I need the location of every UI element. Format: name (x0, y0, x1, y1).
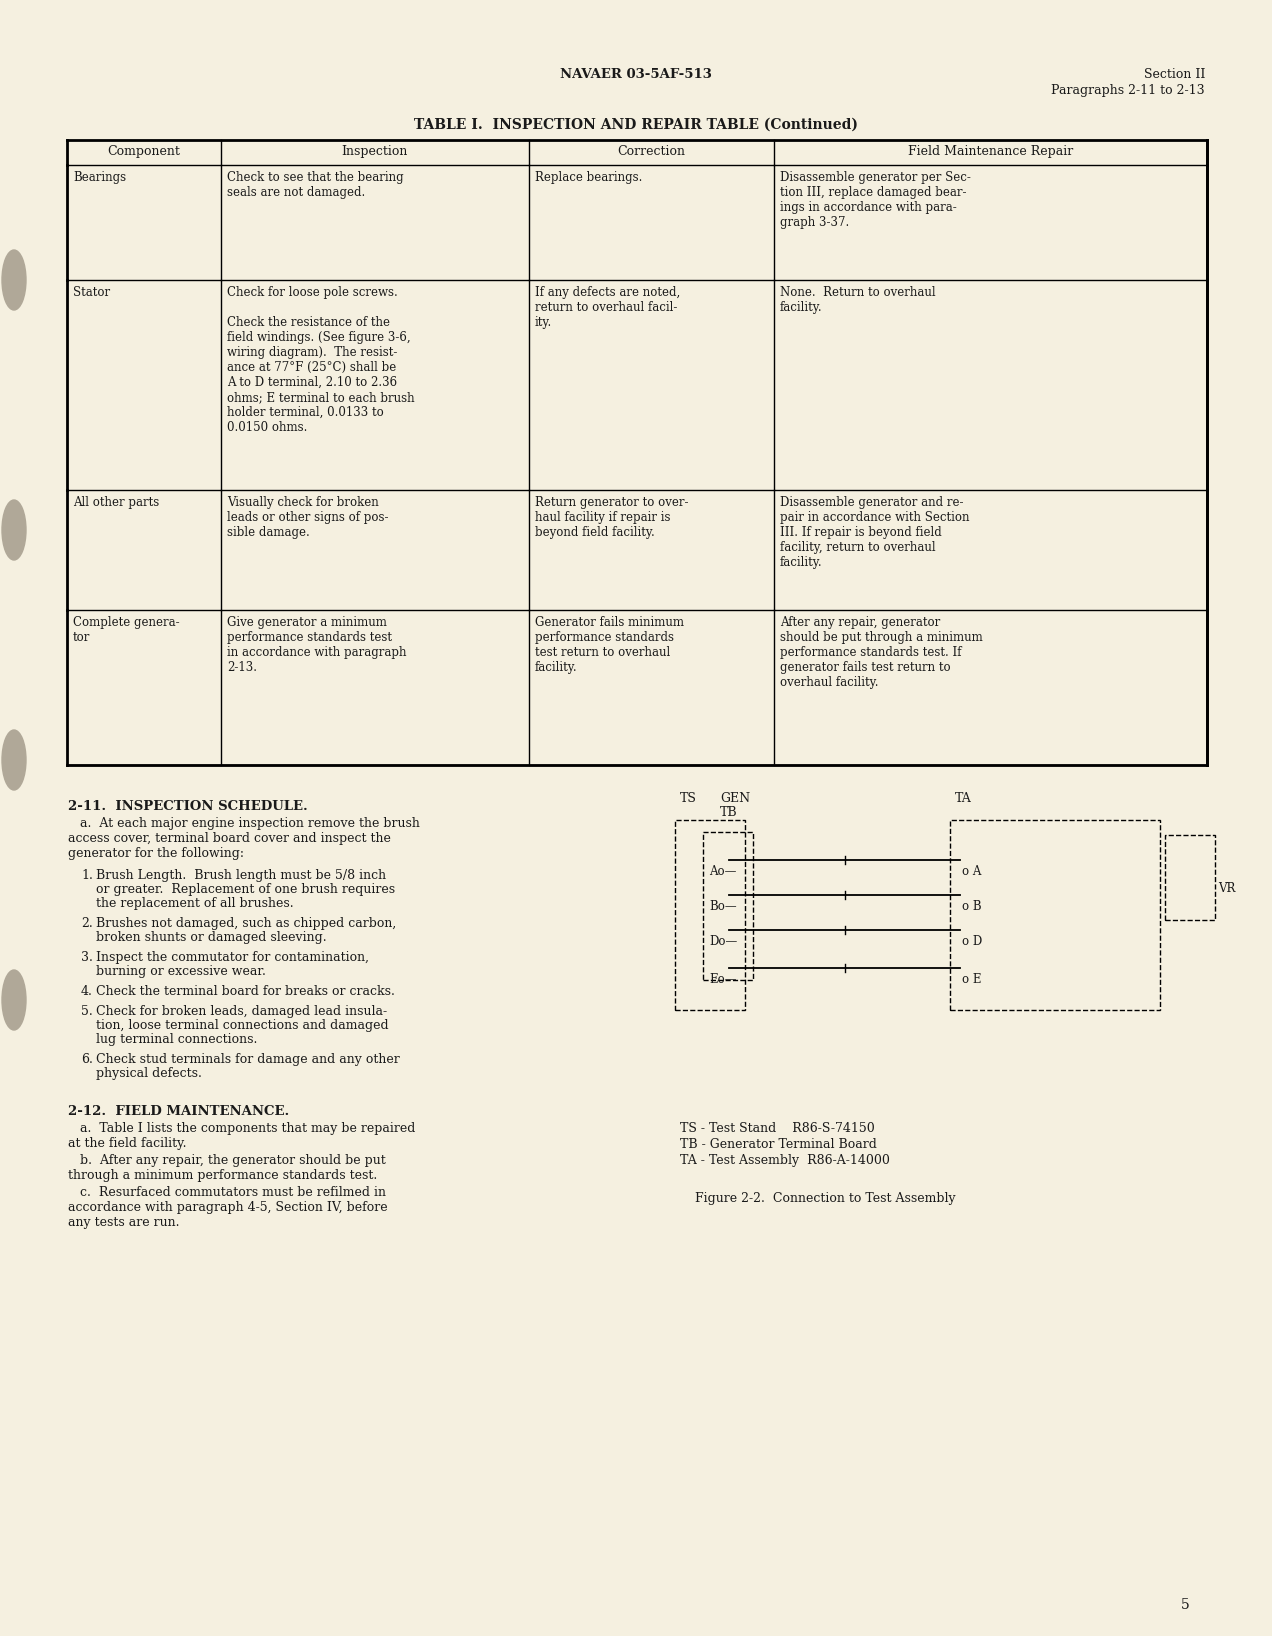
Text: a.  At each major engine inspection remove the brush
access cover, terminal boar: a. At each major engine inspection remov… (67, 816, 420, 861)
Text: 3.: 3. (81, 951, 93, 964)
Text: or greater.  Replacement of one brush requires: or greater. Replacement of one brush req… (95, 883, 396, 897)
Text: 2.: 2. (81, 918, 93, 929)
Text: NAVAER 03-5AF-513: NAVAER 03-5AF-513 (560, 69, 712, 82)
Text: Give generator a minimum
performance standards test
in accordance with paragraph: Give generator a minimum performance sta… (226, 617, 406, 674)
Ellipse shape (3, 730, 25, 790)
Text: Check for broken leads, damaged lead insula-: Check for broken leads, damaged lead ins… (95, 1005, 387, 1018)
Text: Brushes not damaged, such as chipped carbon,: Brushes not damaged, such as chipped car… (95, 918, 397, 929)
Text: physical defects.: physical defects. (95, 1067, 202, 1080)
Text: o A: o A (962, 865, 982, 879)
Text: Complete genera-
tor: Complete genera- tor (73, 617, 179, 645)
Text: tion, loose terminal connections and damaged: tion, loose terminal connections and dam… (95, 1019, 389, 1032)
Text: o D: o D (962, 936, 982, 947)
Text: Replace bearings.: Replace bearings. (534, 172, 642, 183)
Text: Brush Length.  Brush length must be 5/8 inch: Brush Length. Brush length must be 5/8 i… (95, 869, 387, 882)
Text: Figure 2-2.  Connection to Test Assembly: Figure 2-2. Connection to Test Assembly (695, 1193, 955, 1206)
Text: GEN: GEN (720, 792, 750, 805)
Text: TA: TA (955, 792, 972, 805)
Text: Component: Component (108, 146, 181, 159)
Text: a.  Table I lists the components that may be repaired
at the field facility.: a. Table I lists the components that may… (67, 1122, 416, 1150)
Text: Correction: Correction (617, 146, 686, 159)
Text: Inspection: Inspection (342, 146, 408, 159)
Text: Eo—: Eo— (709, 973, 736, 987)
Text: Disassemble generator and re-
pair in accordance with Section
III. If repair is : Disassemble generator and re- pair in ac… (780, 496, 969, 569)
Text: Paragraphs 2-11 to 2-13: Paragraphs 2-11 to 2-13 (1052, 83, 1205, 97)
Text: Check the terminal board for breaks or cracks.: Check the terminal board for breaks or c… (95, 985, 394, 998)
Text: c.  Resurfaced commutators must be refilmed in
accordance with paragraph 4-5, Se: c. Resurfaced commutators must be refilm… (67, 1186, 388, 1229)
Text: the replacement of all brushes.: the replacement of all brushes. (95, 897, 294, 910)
Text: Stator: Stator (73, 286, 111, 299)
Text: 5.: 5. (81, 1005, 93, 1018)
Text: TB: TB (720, 807, 738, 820)
Text: Field Maintenance Repair: Field Maintenance Repair (908, 146, 1074, 159)
Ellipse shape (3, 250, 25, 309)
Text: Check to see that the bearing
seals are not damaged.: Check to see that the bearing seals are … (226, 172, 403, 200)
Text: Visually check for broken
leads or other signs of pos-
sible damage.: Visually check for broken leads or other… (226, 496, 388, 538)
Text: TB - Generator Terminal Board: TB - Generator Terminal Board (681, 1139, 876, 1152)
Text: TABLE I.  INSPECTION AND REPAIR TABLE (Continued): TABLE I. INSPECTION AND REPAIR TABLE (Co… (413, 118, 859, 133)
Text: lug terminal connections.: lug terminal connections. (95, 1032, 257, 1045)
Text: 4.: 4. (81, 985, 93, 998)
Text: 6.: 6. (81, 1054, 93, 1067)
Text: burning or excessive wear.: burning or excessive wear. (95, 965, 266, 978)
Text: 5: 5 (1182, 1598, 1191, 1611)
Text: Do—: Do— (709, 936, 738, 947)
Text: 2-12.  FIELD MAINTENANCE.: 2-12. FIELD MAINTENANCE. (67, 1104, 289, 1117)
Text: If any defects are noted,
return to overhaul facil-
ity.: If any defects are noted, return to over… (534, 286, 681, 329)
Text: Return generator to over-
haul facility if repair is
beyond field facility.: Return generator to over- haul facility … (534, 496, 688, 538)
Text: TA - Test Assembly  R86-A-14000: TA - Test Assembly R86-A-14000 (681, 1153, 890, 1166)
Text: TS: TS (681, 792, 697, 805)
Text: Section II: Section II (1144, 69, 1205, 82)
Text: TS - Test Stand    R86-S-74150: TS - Test Stand R86-S-74150 (681, 1122, 875, 1135)
Text: Generator fails minimum
performance standards
test return to overhaul
facility.: Generator fails minimum performance stan… (534, 617, 684, 674)
Text: o B: o B (962, 900, 982, 913)
Text: Check for loose pole screws.

Check the resistance of the
field windings. (See f: Check for loose pole screws. Check the r… (226, 286, 415, 434)
Text: None.  Return to overhaul
facility.: None. Return to overhaul facility. (780, 286, 935, 314)
Text: VR: VR (1219, 882, 1235, 895)
Text: Ao—: Ao— (709, 865, 736, 879)
Text: All other parts: All other parts (73, 496, 159, 509)
Text: broken shunts or damaged sleeving.: broken shunts or damaged sleeving. (95, 931, 327, 944)
Text: b.  After any repair, the generator should be put
through a minimum performance : b. After any repair, the generator shoul… (67, 1153, 385, 1181)
Text: Inspect the commutator for contamination,: Inspect the commutator for contamination… (95, 951, 369, 964)
Text: Bo—: Bo— (709, 900, 736, 913)
Text: After any repair, generator
should be put through a minimum
performance standard: After any repair, generator should be pu… (780, 617, 982, 689)
Text: Bearings: Bearings (73, 172, 126, 183)
Text: o E: o E (962, 973, 982, 987)
Text: Check stud terminals for damage and any other: Check stud terminals for damage and any … (95, 1054, 399, 1067)
Ellipse shape (3, 501, 25, 560)
Ellipse shape (3, 970, 25, 1031)
Text: Disassemble generator per Sec-
tion III, replace damaged bear-
ings in accordanc: Disassemble generator per Sec- tion III,… (780, 172, 971, 229)
Text: 2-11.  INSPECTION SCHEDULE.: 2-11. INSPECTION SCHEDULE. (67, 800, 308, 813)
Text: 1.: 1. (81, 869, 93, 882)
